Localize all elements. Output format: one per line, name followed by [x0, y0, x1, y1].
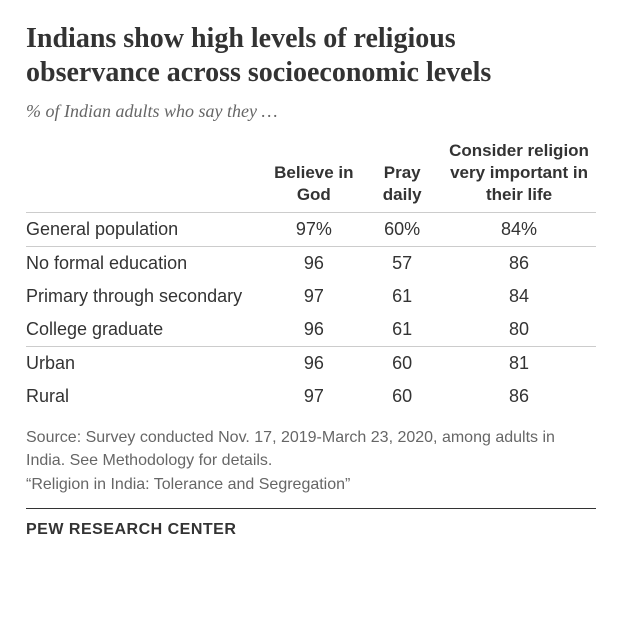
row-label-rural: Rural	[26, 380, 265, 413]
chart-subtitle: % of Indian adults who say they …	[26, 101, 596, 122]
chart-title: Indians show high levels of religious ob…	[26, 22, 596, 89]
cell-value: 60	[362, 380, 442, 413]
table-row: General population 97% 60% 84%	[26, 213, 596, 247]
row-label-college: College graduate	[26, 313, 265, 347]
row-label-primary: Primary through secondary	[26, 280, 265, 313]
row-label-urban: Urban	[26, 347, 265, 381]
table-row: No formal education 96 57 86	[26, 247, 596, 281]
report-title-text: “Religion in India: Tolerance and Segreg…	[26, 476, 596, 494]
cell-value: 96	[265, 313, 362, 347]
cell-value: 97	[265, 280, 362, 313]
column-header-religion: Consider religion very important in thei…	[442, 140, 596, 213]
cell-value: 80	[442, 313, 596, 347]
cell-value: 81	[442, 347, 596, 381]
row-label-general: General population	[26, 213, 265, 247]
org-name: PEW RESEARCH CENTER	[26, 521, 596, 539]
table-row: Rural 97 60 86	[26, 380, 596, 413]
cell-value: 97%	[265, 213, 362, 247]
table-row: College graduate 96 61 80	[26, 313, 596, 347]
cell-value: 60	[362, 347, 442, 381]
cell-value: 86	[442, 380, 596, 413]
source-text: Source: Survey conducted Nov. 17, 2019-M…	[26, 427, 596, 472]
cell-value: 86	[442, 247, 596, 281]
row-label-noformal: No formal education	[26, 247, 265, 281]
table-row: Primary through secondary 97 61 84	[26, 280, 596, 313]
column-header-empty	[26, 140, 265, 213]
column-header-believe: Believe in God	[265, 140, 362, 213]
cell-value: 84	[442, 280, 596, 313]
footer-divider	[26, 508, 596, 509]
cell-value: 97	[265, 380, 362, 413]
table-header-row: Believe in God Pray daily Consider relig…	[26, 140, 596, 213]
cell-value: 96	[265, 347, 362, 381]
cell-value: 61	[362, 313, 442, 347]
table-row: Urban 96 60 81	[26, 347, 596, 381]
cell-value: 60%	[362, 213, 442, 247]
cell-value: 61	[362, 280, 442, 313]
cell-value: 96	[265, 247, 362, 281]
column-header-pray: Pray daily	[362, 140, 442, 213]
data-table: Believe in God Pray daily Consider relig…	[26, 140, 596, 413]
cell-value: 84%	[442, 213, 596, 247]
cell-value: 57	[362, 247, 442, 281]
